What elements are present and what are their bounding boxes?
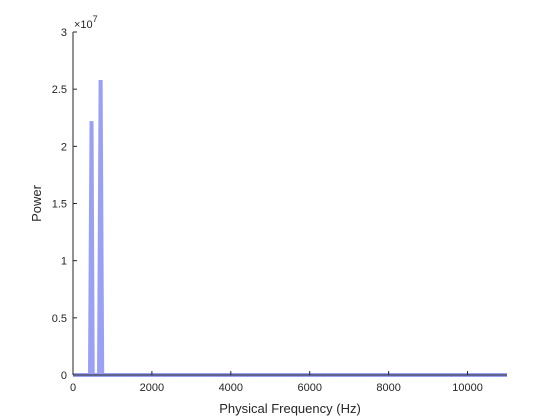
y-tick-label: 3	[61, 27, 67, 39]
y-tick-label: 1	[61, 256, 67, 268]
y-tick-label: 0	[61, 370, 67, 382]
x-tick-label: 6000	[297, 382, 321, 394]
x-tick-label: 2000	[140, 382, 164, 394]
x-tick-label: 8000	[376, 382, 400, 394]
axes-background	[73, 32, 507, 375]
y-tick-label: 2	[61, 141, 67, 153]
y-tick-label: 0.5	[52, 313, 67, 325]
plot-area	[73, 32, 507, 375]
x-tick-label: 10000	[452, 382, 483, 394]
x-axis-label: Physical Frequency (Hz)	[219, 401, 361, 416]
y-axis-multiplier: ×107	[74, 14, 98, 31]
x-tick-label: 4000	[219, 382, 243, 394]
y-tick-label: 1.5	[52, 199, 67, 211]
y-axis-label: Power	[29, 184, 44, 222]
x-tick-label: 0	[70, 382, 76, 394]
y-axis-multiplier-base: ×10	[74, 19, 93, 31]
ticks-layer: 0 2000 4000 6000 8000 10000 0 0.5 1 1.5 2 2.5 3	[52, 27, 483, 394]
labels-layer: Physical Frequency (Hz) Power ×107	[29, 14, 361, 416]
y-axis-multiplier-exponent: 7	[93, 14, 98, 24]
y-tick-label: 2.5	[52, 84, 67, 96]
